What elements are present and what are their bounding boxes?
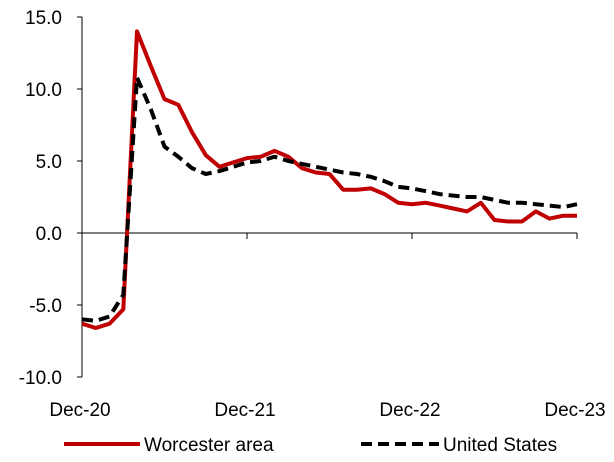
- legend: Worcester area United States: [64, 435, 557, 456]
- x-tick-labels: Dec-20 Dec-21 Dec-22 Dec-23: [49, 400, 605, 421]
- y-tick-label: 15.0: [25, 8, 62, 29]
- legend-label-worcester-area: Worcester area: [144, 435, 274, 456]
- y-tick-label: -10.0: [19, 368, 62, 389]
- x-tick-label: Dec-22: [379, 400, 440, 421]
- series-line-united-states: [81, 75, 578, 323]
- legend-label-united-states: United States: [443, 435, 557, 456]
- y-tick-label: 0.0: [36, 224, 62, 245]
- axes: [77, 16, 578, 378]
- y-tick-label: 5.0: [36, 152, 62, 173]
- x-tick-label: Dec-21: [214, 400, 275, 421]
- series-line-worcester-area: [81, 29, 577, 330]
- x-tick-label: Dec-23: [544, 400, 605, 421]
- y-tick-labels: 15.0 10.0 5.0 0.0 -5.0 -10.0: [19, 8, 62, 389]
- y-tick-label: 10.0: [25, 80, 62, 101]
- series-lines: [81, 29, 578, 330]
- x-tick-label: Dec-20: [49, 400, 110, 421]
- y-tick-label: -5.0: [29, 296, 62, 317]
